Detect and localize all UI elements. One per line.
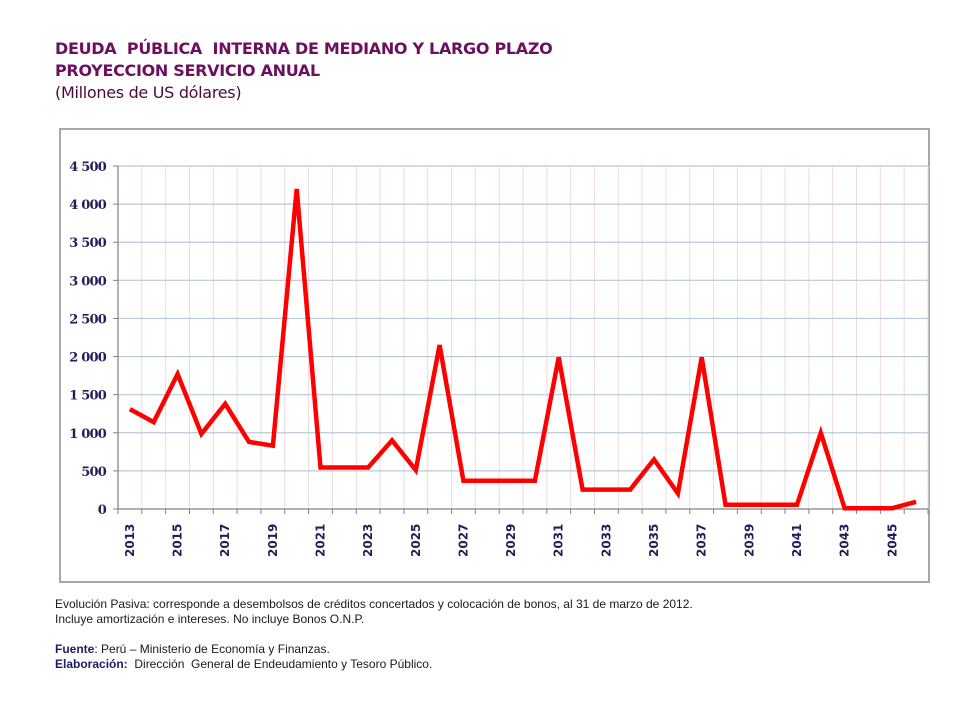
x-tick-label: 2017 [218,524,232,557]
note-elaboration: Elaboración: Dirección General de Endeud… [55,657,693,672]
chart-title: DEUDA PÚBLICA INTERNA DE MEDIANO Y LARGO… [55,39,553,58]
source-label: Fuente [55,642,95,656]
chart-title-block: DEUDA PÚBLICA INTERNA DE MEDIANO Y LARGO… [55,38,553,104]
vertical-gridlines [141,166,929,509]
chart-subtitle: PROYECCION SERVICIO ANUAL [55,61,320,80]
x-tick-label: 2043 [838,524,852,557]
source-text: : Perú – Ministerio de Economía y Finanz… [94,642,330,656]
chart-units: (Millones de US dólares) [55,83,242,102]
horizontal-gridlines [118,165,928,472]
y-tick-label: 4 500 [69,160,106,175]
x-tick-label: 2037 [695,524,709,557]
x-tick-label: 2041 [790,524,804,557]
x-tick-label: 2029 [504,524,518,557]
x-tick-label: 2025 [409,524,423,557]
y-tick-labels: 0 500 1 000 1 500 2 000 2 500 3 000 3 500 4 000 4… [69,160,107,518]
x-tick-label: 2013 [123,524,137,557]
series-layer [128,188,917,511]
y-tick-label: 1 500 [69,389,106,404]
axes [113,165,929,514]
x-tick-label: 2031 [552,524,566,557]
y-tick-label: 2 500 [69,312,106,327]
x-tick-label: 2027 [456,524,470,557]
footnotes: Evolución Pasiva: corresponde a desembol… [55,597,693,672]
elaboration-text: Dirección General de Endeudamiento y Tes… [127,657,433,671]
series-line [128,188,917,511]
note-evolucion: Evolución Pasiva: corresponde a desembol… [55,597,693,611]
note-source: Fuente: Perú – Ministerio de Economía y … [55,642,693,657]
x-tick-label: 2015 [171,524,185,557]
x-tick-label: 2019 [266,524,280,557]
elaboration-label: Elaboración: [55,657,128,671]
x-tick-label: 2035 [647,524,661,557]
y-tick-label: 2 000 [69,351,106,366]
x-tick-labels: 2013 2015 2017 2019 2021 2023 2025 2027 2029 2031… [123,524,899,557]
y-tick-label: 1 000 [69,427,106,442]
note-incluye: Incluye amortización e intereses. No inc… [55,612,365,626]
y-tick-label: 4 000 [69,198,106,213]
x-tick-label: 2023 [361,524,375,557]
y-tick-label: 500 [81,465,106,480]
y-tick-label: 3 000 [69,274,106,289]
y-tick-label: 0 [98,503,107,518]
x-tick-label: 2045 [885,524,899,557]
x-tick-label: 2039 [742,524,756,557]
x-tick-label: 2033 [599,524,613,557]
x-tick-label: 2021 [314,524,328,557]
y-tick-label: 3 500 [69,236,106,251]
